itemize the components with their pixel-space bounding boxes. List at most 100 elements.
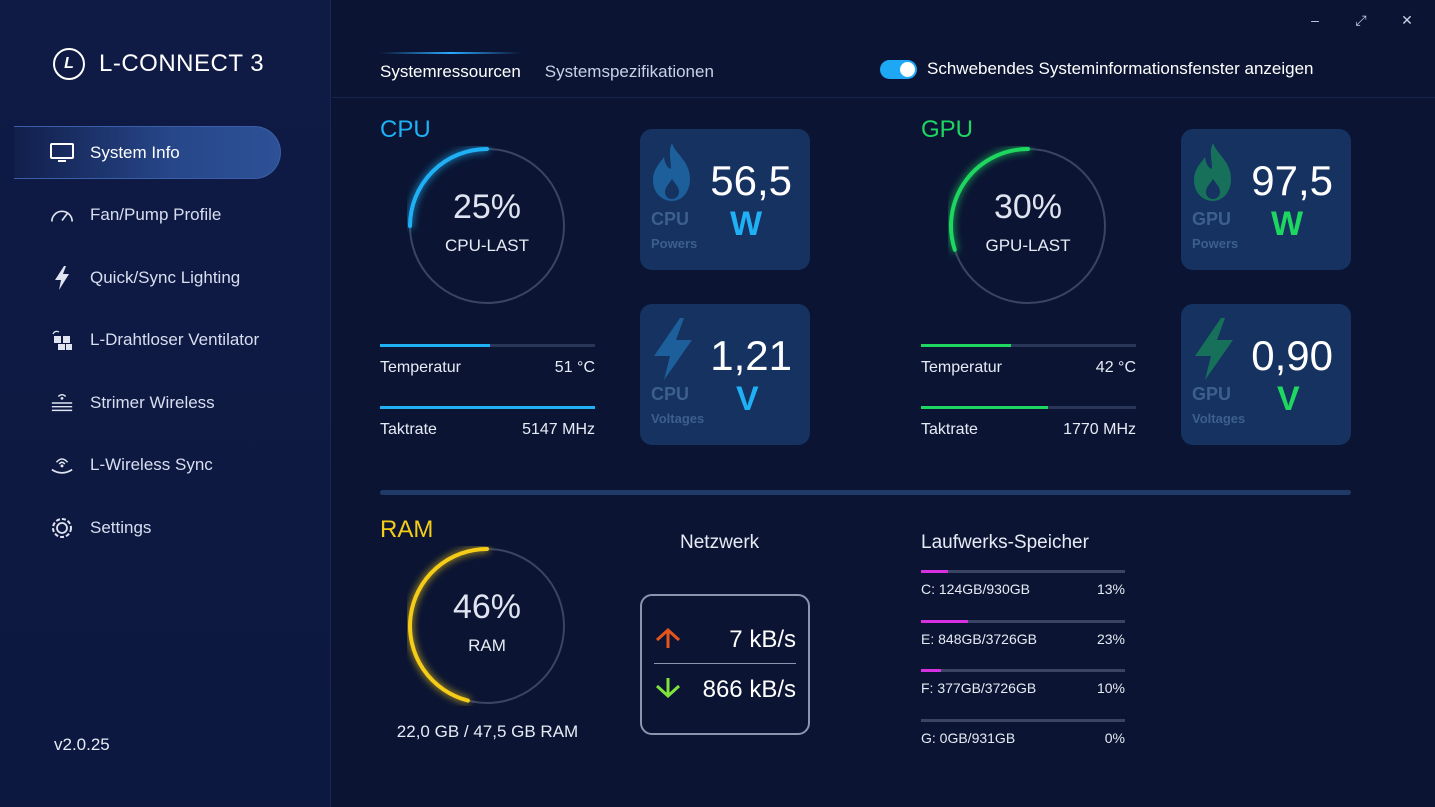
minimize-button[interactable]: – bbox=[1311, 12, 1319, 28]
gpu-voltage-unit: V bbox=[1277, 380, 1300, 418]
cpu-temperature-label: Temperatur bbox=[380, 359, 461, 376]
sidebar-item-label: L-Wireless Sync bbox=[90, 455, 213, 474]
drive-percent: 10% bbox=[1096, 680, 1125, 696]
cpu-load-gauge: 25% CPU-LAST bbox=[407, 146, 567, 306]
sidebar-nav: System Info Fan/Pump Profile Quick/Sync … bbox=[14, 126, 281, 564]
network-separator bbox=[654, 663, 796, 664]
ram-load-gauge: 46% RAM bbox=[407, 546, 567, 706]
sidebar-item-quick-sync-lighting[interactable]: Quick/Sync Lighting bbox=[14, 251, 281, 304]
sidebar-item-label: Fan/Pump Profile bbox=[90, 205, 222, 224]
sidebar-item-settings[interactable]: Settings bbox=[14, 501, 281, 554]
app-title: L-CONNECT 3 bbox=[99, 50, 265, 77]
drive-percent: 23% bbox=[1096, 631, 1125, 647]
sidebar-item-label: System Info bbox=[90, 142, 180, 162]
gpu-title: GPU bbox=[921, 116, 974, 143]
drive-item: C: 124GB/930GB 13% bbox=[921, 570, 1125, 597]
cpu-temperature-fill bbox=[380, 344, 490, 347]
flame-icon bbox=[1191, 141, 1235, 208]
sidebar-item-strimer-wireless[interactable]: Strimer Wireless bbox=[14, 376, 281, 429]
cpu-gauge-arc bbox=[408, 147, 489, 228]
ram-usage: 22,0 GB / 47,5 GB RAM bbox=[396, 722, 579, 741]
tab-systemressourcen[interactable]: Systemressourcen bbox=[380, 52, 521, 88]
network-download-row: 866 kB/s bbox=[654, 670, 796, 710]
cpu-title: CPU bbox=[380, 116, 431, 143]
cpu-power-caption: Powers bbox=[651, 236, 698, 251]
monitor-icon bbox=[50, 141, 74, 165]
gpu-load-label: GPU-LAST bbox=[985, 236, 1071, 255]
network-box: 7 kB/s 866 kB/s bbox=[640, 594, 810, 735]
tab-systemspezifikationen[interactable]: Systemspezifikationen bbox=[544, 62, 714, 81]
sidebar-item-l-drahtloser-ventilator[interactable]: L-Drahtloser Ventilator bbox=[14, 314, 281, 367]
sidebar-item-label: Strimer Wireless bbox=[90, 392, 215, 412]
gpu-gauge-arc bbox=[949, 147, 1030, 252]
app-version: v2.0.25 bbox=[54, 735, 110, 754]
window-controls: – ⤢ ✕ bbox=[1305, 10, 1417, 30]
cpu-voltage-caption: Voltages bbox=[651, 411, 705, 426]
gear-icon bbox=[50, 516, 74, 540]
gpu-load-gauge: 30% GPU-LAST bbox=[948, 146, 1108, 306]
cpu-temperature-value: 51 °C bbox=[554, 359, 595, 376]
bolt-icon bbox=[1191, 316, 1237, 387]
maximize-button[interactable]: ⤢ bbox=[1355, 11, 1367, 28]
cpu-power-name: CPU bbox=[651, 209, 690, 229]
gpu-clock-label: Taktrate bbox=[921, 421, 978, 438]
cpu-clock-value: 5147 MHz bbox=[522, 421, 595, 438]
main-content: – ⤢ ✕ Systemressourcen Systemspezifikati… bbox=[332, 0, 1435, 807]
section-divider bbox=[380, 490, 1351, 495]
drive-storage-title: Laufwerks-Speicher bbox=[921, 532, 1089, 553]
gpu-clock-fill bbox=[921, 406, 1048, 409]
drive-percent: 0% bbox=[1104, 730, 1125, 746]
wireless-stack-icon bbox=[50, 391, 74, 415]
network-upload-value: 7 kB/s bbox=[729, 626, 796, 653]
floating-window-toggle[interactable] bbox=[880, 59, 917, 79]
gpu-temperature-value: 42 °C bbox=[1095, 359, 1136, 376]
tab-bar: Systemressourcen Systemspezifikationen bbox=[380, 52, 714, 88]
gpu-power-value: 97,5 bbox=[1251, 157, 1333, 204]
cpu-gauge-ring bbox=[408, 147, 565, 304]
cpu-voltage-name: CPU bbox=[651, 384, 690, 404]
sidebar-item-label: Quick/Sync Lighting bbox=[90, 267, 241, 287]
cpu-voltage-unit: V bbox=[736, 380, 759, 418]
sidebar-item-label: Settings bbox=[90, 517, 152, 537]
app-logo: L L-CONNECT 3 bbox=[53, 48, 264, 80]
drive-label: F: 377GB/3726GB bbox=[921, 680, 1037, 696]
gpu-power-unit: W bbox=[1271, 205, 1304, 243]
cpu-clock-fill bbox=[380, 406, 595, 409]
gpu-power-card: 97,5 W GPU Powers bbox=[1181, 129, 1351, 270]
cpu-clock-bar bbox=[380, 406, 595, 409]
gpu-voltage-value: 0,90 bbox=[1251, 332, 1333, 379]
cpu-temperature-bar bbox=[380, 344, 595, 347]
drive-percent: 13% bbox=[1096, 581, 1125, 597]
sidebar-item-label: L-Drahtloser Ventilator bbox=[90, 330, 260, 349]
gpu-temperature: Temperatur 42 °C bbox=[921, 344, 1136, 377]
bolt-icon bbox=[650, 316, 696, 387]
close-button[interactable]: ✕ bbox=[1401, 11, 1413, 28]
gpu-temperature-fill bbox=[921, 344, 1012, 347]
drive-fill bbox=[921, 669, 942, 672]
sidebar-item-l-wireless-sync[interactable]: L-Wireless Sync bbox=[14, 439, 281, 492]
network-title: Netzwerk bbox=[680, 532, 760, 553]
gpu-power-caption: Powers bbox=[1192, 236, 1239, 251]
fan-grid-icon bbox=[50, 328, 74, 352]
cpu-power-card: 56,5 W CPU Powers bbox=[640, 129, 810, 270]
gpu-voltage-name: GPU bbox=[1192, 384, 1232, 404]
arrow-down-icon bbox=[654, 676, 682, 705]
network-download-value: 866 kB/s bbox=[702, 676, 796, 703]
sidebar-item-system-info[interactable]: System Info bbox=[14, 126, 281, 179]
sidebar: L L-CONNECT 3 System Info Fan/Pump Profi… bbox=[0, 0, 331, 807]
sidebar-item-fan-pump-profile[interactable]: Fan/Pump Profile bbox=[14, 189, 281, 242]
ram-gauge-arc bbox=[408, 547, 489, 703]
drive-bar bbox=[921, 719, 1125, 722]
drive-bar bbox=[921, 570, 1125, 573]
gauge-icon bbox=[50, 203, 74, 227]
cpu-clock-label: Taktrate bbox=[380, 421, 437, 438]
wireless-sync-icon bbox=[50, 453, 74, 477]
gpu-gauge-ring bbox=[949, 147, 1106, 304]
cpu-load-label: CPU-LAST bbox=[444, 236, 530, 255]
cpu-clock: Taktrate 5147 MHz bbox=[380, 406, 595, 439]
cpu-load-value: 25% bbox=[452, 188, 522, 226]
cpu-voltage-value: 1,21 bbox=[710, 332, 792, 379]
ram-load-label: RAM bbox=[468, 636, 506, 655]
gpu-load-value: 30% bbox=[993, 188, 1063, 226]
cpu-temperature: Temperatur 51 °C bbox=[380, 344, 595, 377]
